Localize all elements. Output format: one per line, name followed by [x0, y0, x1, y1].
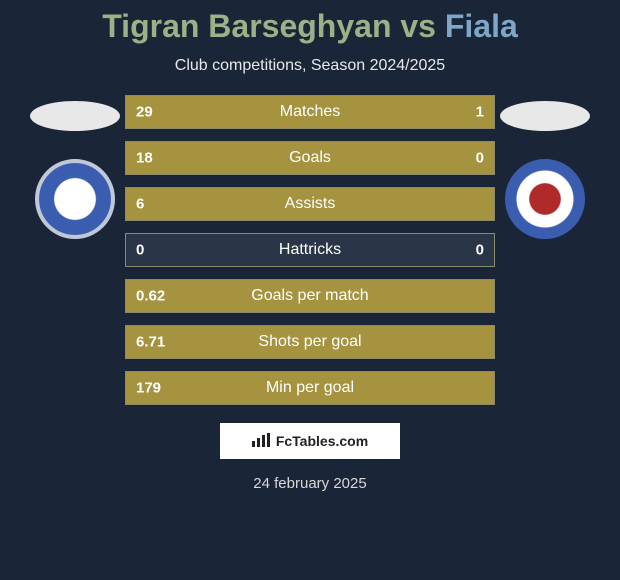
- stat-value-left: 29: [136, 104, 153, 121]
- stat-label: Min per goal: [266, 379, 354, 397]
- bar-fill-right: [483, 96, 494, 128]
- stat-bars: 29 1 Matches 18 0 Goals 6 Assists 0 0 Hattricks 0.6…: [125, 95, 495, 405]
- brand-text: FcTables.com: [276, 433, 368, 449]
- stat-value-left: 179: [136, 380, 161, 397]
- subtitle: Club competitions, Season 2024/2025: [0, 57, 620, 75]
- club-logo-left: [35, 159, 115, 239]
- stat-label: Matches: [280, 103, 340, 121]
- right-side: [495, 95, 595, 239]
- stat-row: 29 1 Matches: [125, 95, 495, 129]
- stat-label: Goals per match: [251, 287, 368, 305]
- stat-row: 179 Min per goal: [125, 371, 495, 405]
- footer-date: 24 february 2025: [0, 475, 620, 492]
- stat-label: Assists: [285, 195, 336, 213]
- brand-badge: FcTables.com: [220, 423, 400, 459]
- stat-value-right: 0: [476, 150, 484, 167]
- stat-label: Shots per goal: [258, 333, 361, 351]
- stat-value-left: 0.62: [136, 288, 165, 305]
- player1-name: Tigran Barseghyan: [102, 8, 391, 44]
- stat-label: Hattricks: [279, 241, 341, 259]
- stat-row: 0.62 Goals per match: [125, 279, 495, 313]
- club-logo-right: [505, 159, 585, 239]
- stat-row: 18 0 Goals: [125, 141, 495, 175]
- player2-headshot: [500, 101, 590, 131]
- chart-icon: [252, 433, 270, 450]
- stat-value-left: 6: [136, 196, 144, 213]
- main-area: 29 1 Matches 18 0 Goals 6 Assists 0 0 Hattricks 0.6…: [0, 95, 620, 405]
- stat-row: 6 Assists: [125, 187, 495, 221]
- page-title: Tigran Barseghyan vs Fiala: [0, 0, 620, 45]
- left-side: [25, 95, 125, 239]
- player1-headshot: [30, 101, 120, 131]
- infographic-container: Tigran Barseghyan vs Fiala Club competit…: [0, 0, 620, 580]
- stat-row: 0 0 Hattricks: [125, 233, 495, 267]
- stat-value-left: 18: [136, 150, 153, 167]
- stat-value-left: 0: [136, 242, 144, 259]
- stat-label: Goals: [289, 149, 331, 167]
- vs-text: vs: [400, 8, 436, 44]
- stat-value-right: 1: [476, 104, 484, 121]
- stat-row: 6.71 Shots per goal: [125, 325, 495, 359]
- player2-name: Fiala: [445, 8, 518, 44]
- stat-value-left: 6.71: [136, 334, 165, 351]
- stat-value-right: 0: [476, 242, 484, 259]
